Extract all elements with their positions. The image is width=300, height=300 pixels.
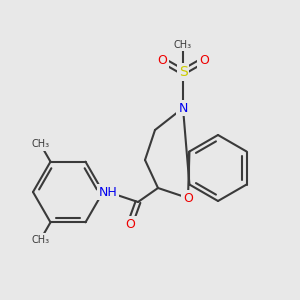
Text: O: O bbox=[125, 218, 135, 230]
Text: CH₃: CH₃ bbox=[32, 235, 50, 244]
Text: O: O bbox=[183, 191, 193, 205]
Text: NH: NH bbox=[99, 185, 117, 199]
Text: O: O bbox=[199, 53, 209, 67]
Text: CH₃: CH₃ bbox=[174, 40, 192, 50]
Text: S: S bbox=[178, 65, 188, 79]
Text: CH₃: CH₃ bbox=[32, 140, 50, 149]
Text: N: N bbox=[178, 101, 188, 115]
Text: O: O bbox=[157, 53, 167, 67]
